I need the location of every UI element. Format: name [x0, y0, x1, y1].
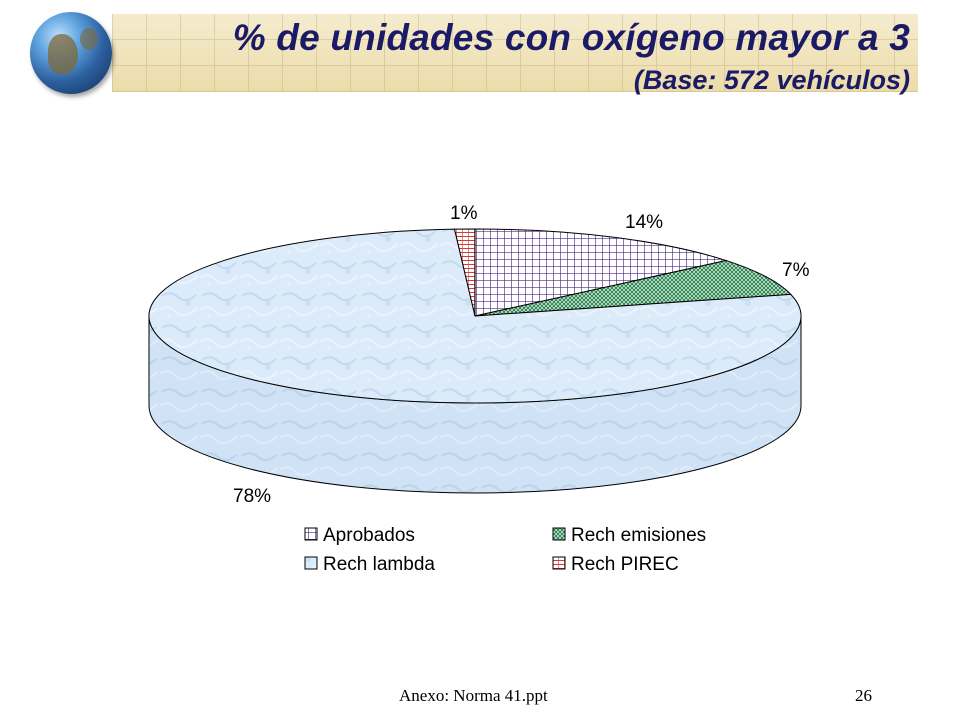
pie-slice-rech-pirec	[453, 228, 476, 317]
pie-label-group: 14% 7% 78% 1%	[233, 203, 810, 507]
pie-top-faces	[148, 228, 802, 404]
legend-swatch-rech-lambda	[304, 556, 318, 570]
globe-land-shape-small	[80, 28, 98, 50]
legend-swatch-rech-pirec	[552, 556, 566, 570]
legend-label-rech-lambda: Rech lambda	[323, 554, 435, 575]
slice-label-rech-lambda: 78%	[233, 486, 271, 507]
footer-filename: Anexo: Norma 41.ppt	[399, 686, 548, 705]
pie-slice-rech-lambda	[148, 228, 802, 404]
slice-label-rech-emisiones: 7%	[782, 260, 810, 281]
pie-group	[148, 228, 802, 494]
globe-land-shape	[48, 34, 78, 74]
pie-slice-aprobados	[474, 228, 729, 317]
slide-title: % de unidades con oxígeno mayor a 3	[232, 17, 910, 58]
page-number: 26	[855, 686, 872, 705]
slice-label-rech-pirec: 1%	[450, 203, 478, 224]
legend-label-rech-emisiones: Rech emisiones	[571, 525, 706, 546]
banner-map-texture	[112, 14, 918, 92]
pie-slice-rech-emisiones	[474, 260, 792, 317]
legend-swatch-aprobados	[304, 527, 318, 541]
legend-label-rech-pirec: Rech PIREC	[571, 554, 679, 575]
title-banner	[110, 14, 918, 92]
slice-label-aprobados: 14%	[625, 212, 663, 233]
legend: Aprobados Rech emisiones Rech lambda Rec…	[304, 525, 706, 575]
legend-label-aprobados: Aprobados	[323, 525, 415, 546]
globe-icon	[30, 12, 112, 94]
slide-subtitle: (Base: 572 vehículos)	[633, 65, 910, 95]
legend-swatch-rech-emisiones	[552, 527, 566, 541]
